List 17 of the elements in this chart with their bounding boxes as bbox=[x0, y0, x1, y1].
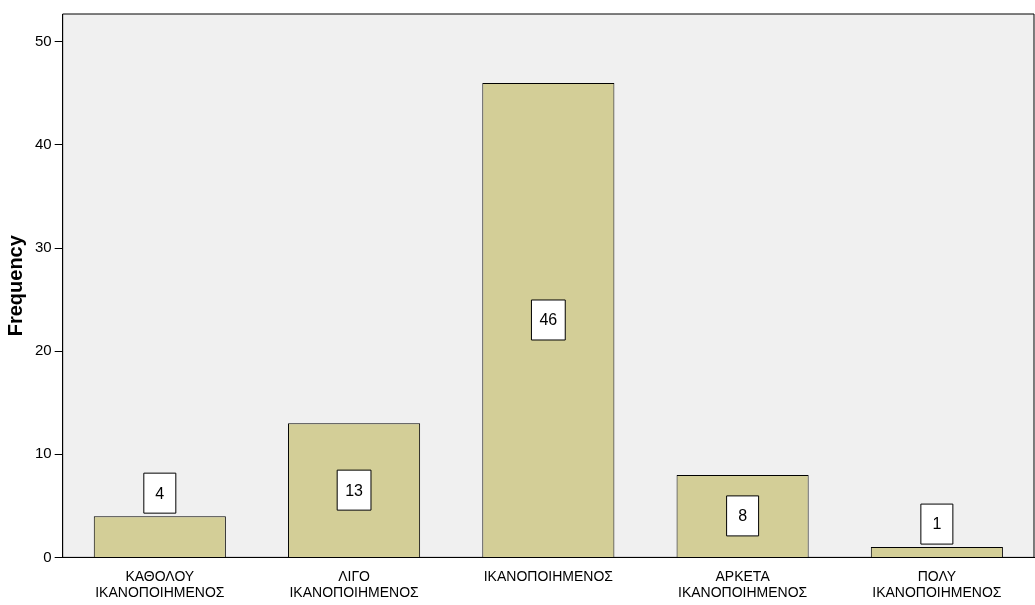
x-tick-label: ΚΑΘΟΛΟΥ ΙΚΑΝΟΠΟΙΗΜΕΝΟΣ bbox=[95, 567, 225, 601]
x-tick-label: ΙΚΑΝΟΠΟΙΗΜΕΝΟΣ bbox=[483, 567, 614, 584]
x-tick-label: ΑΡΚΕΤΑ ΙΚΑΝΟΠΟΙΗΜΕΝΟΣ bbox=[677, 567, 808, 601]
y-tick-label: 30 bbox=[35, 238, 52, 256]
y-tick-label: 50 bbox=[35, 31, 52, 49]
data-label: 13 bbox=[345, 481, 364, 499]
y-tick-label: 40 bbox=[35, 135, 52, 153]
y-tick-label: 20 bbox=[35, 341, 52, 359]
data-label: 1 bbox=[932, 515, 942, 533]
y-tick-label: 0 bbox=[43, 547, 52, 565]
y-axis-title: Frequency bbox=[3, 234, 26, 337]
data-label: 8 bbox=[738, 507, 748, 525]
data-label: 46 bbox=[539, 311, 558, 329]
data-label: 4 bbox=[155, 484, 165, 502]
x-tick-label: ΛΙΓΟ ΙΚΑΝΟΠΟΙΗΜΕΝΟΣ bbox=[289, 567, 420, 601]
y-tick-label: 10 bbox=[35, 444, 52, 462]
x-tick-label: ΠΟΛΥ ΙΚΑΝΟΠΟΙΗΜΕΝΟΣ bbox=[872, 567, 1002, 601]
